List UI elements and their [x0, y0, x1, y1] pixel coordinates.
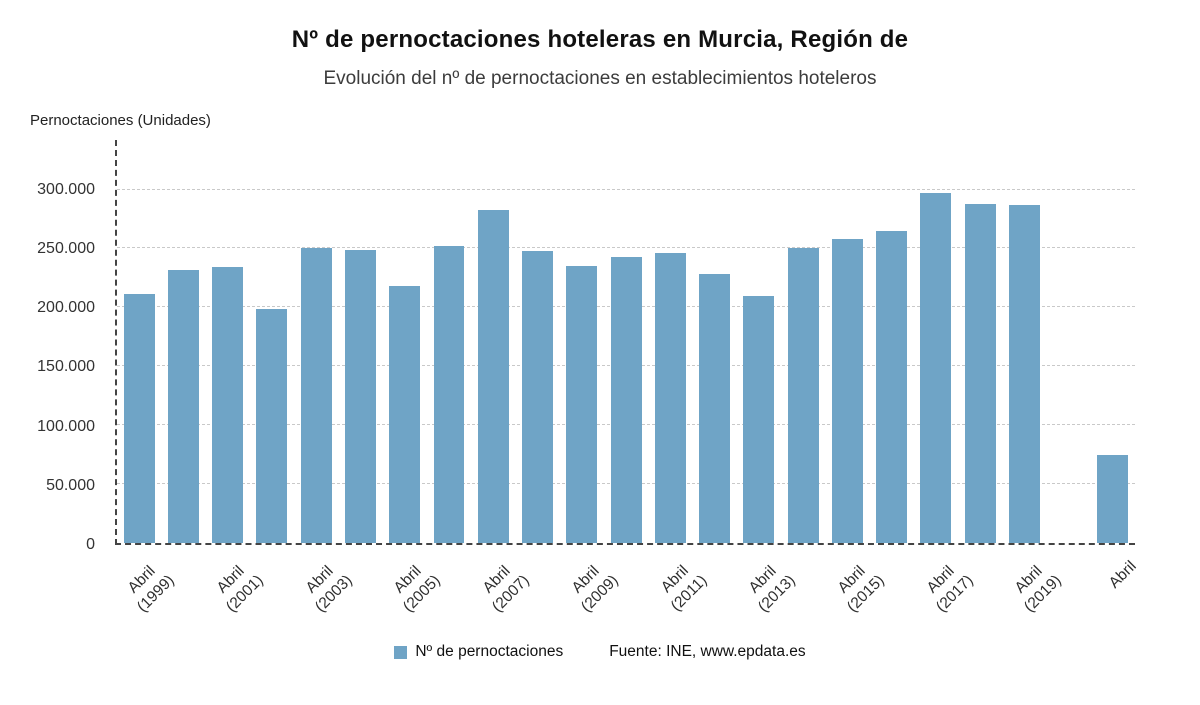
bar-slot	[648, 140, 692, 543]
bar-slot	[870, 140, 914, 543]
bar[interactable]	[610, 256, 642, 543]
chart-subtitle: Evolución del nº de pernoctaciones en es…	[323, 68, 877, 89]
bar[interactable]	[167, 269, 199, 543]
bar-slot	[1002, 140, 1046, 543]
bar[interactable]	[1097, 454, 1129, 543]
y-tick-label: 200.000	[37, 299, 95, 317]
y-tick-label: 100.000	[37, 417, 95, 435]
bar-slot	[117, 140, 161, 543]
bar[interactable]	[654, 253, 686, 543]
bar-slot	[338, 140, 382, 543]
bar[interactable]	[212, 267, 244, 543]
bar[interactable]	[477, 209, 509, 543]
bar-slot	[604, 140, 648, 543]
bar[interactable]	[787, 248, 819, 543]
gridline	[117, 188, 1135, 190]
bars	[117, 140, 1135, 543]
x-tick-label-line: Abril	[1105, 557, 1140, 592]
y-axis-unit-label: Pernoctaciones (Unidades)	[30, 112, 211, 129]
bar[interactable]	[964, 203, 996, 543]
x-axis-labels: Abril (1999) Abril (2001) Abril (2003) Abril (2…	[115, 549, 1139, 641]
legend-label: Nº de pernoctaciones	[415, 643, 564, 660]
bar-slot	[383, 140, 427, 543]
legend-item[interactable]: Nº de pernoctaciones	[394, 643, 563, 661]
bar-slot	[825, 140, 869, 543]
bar-slot	[161, 140, 205, 543]
bar-slot	[515, 140, 559, 543]
y-tick-label: 0	[86, 536, 95, 553]
bar-slot	[1047, 140, 1091, 543]
bar[interactable]	[256, 308, 288, 543]
source-text: Fuente: INE, www.epdata.es	[609, 643, 806, 660]
y-tick-label: 300.000	[37, 180, 95, 198]
bar-slot	[250, 140, 294, 543]
bar-slot	[781, 140, 825, 543]
y-axis-labels: 0 50.000 100.000 150.000 200.000 250.000 300.0…	[0, 140, 105, 553]
chart-title: Nº de pernoctaciones hoteleras en Murcia…	[291, 26, 909, 53]
bar[interactable]	[566, 266, 598, 543]
bar-slot	[560, 140, 604, 543]
bar[interactable]	[433, 246, 465, 543]
bar[interactable]	[920, 193, 952, 543]
bar-slot	[1091, 140, 1135, 543]
bar[interactable]	[389, 286, 421, 543]
y-tick-label: 250.000	[37, 239, 95, 257]
bar-slot	[206, 140, 250, 543]
bar[interactable]	[1008, 204, 1040, 543]
bar[interactable]	[522, 250, 554, 543]
bar-slot	[692, 140, 736, 543]
bar[interactable]	[300, 248, 332, 543]
bar[interactable]	[344, 249, 376, 543]
bar-slot	[294, 140, 338, 543]
bar[interactable]	[123, 294, 155, 543]
bar[interactable]	[876, 230, 908, 543]
y-tick-label: 50.000	[46, 476, 95, 494]
chart-footer: Nº de pernoctaciones Fuente: INE, www.ep…	[0, 643, 1200, 661]
bar-slot	[471, 140, 515, 543]
bar-slot	[958, 140, 1002, 543]
gridline	[117, 247, 1135, 249]
bar[interactable]	[699, 274, 731, 543]
y-tick-label: 150.000	[37, 358, 95, 376]
legend-swatch-icon	[394, 645, 408, 659]
bar-slot	[427, 140, 471, 543]
bar-slot	[914, 140, 958, 543]
bar-slot	[737, 140, 781, 543]
bar[interactable]	[743, 295, 775, 543]
bar[interactable]	[831, 238, 863, 543]
plot-area	[115, 140, 1135, 545]
